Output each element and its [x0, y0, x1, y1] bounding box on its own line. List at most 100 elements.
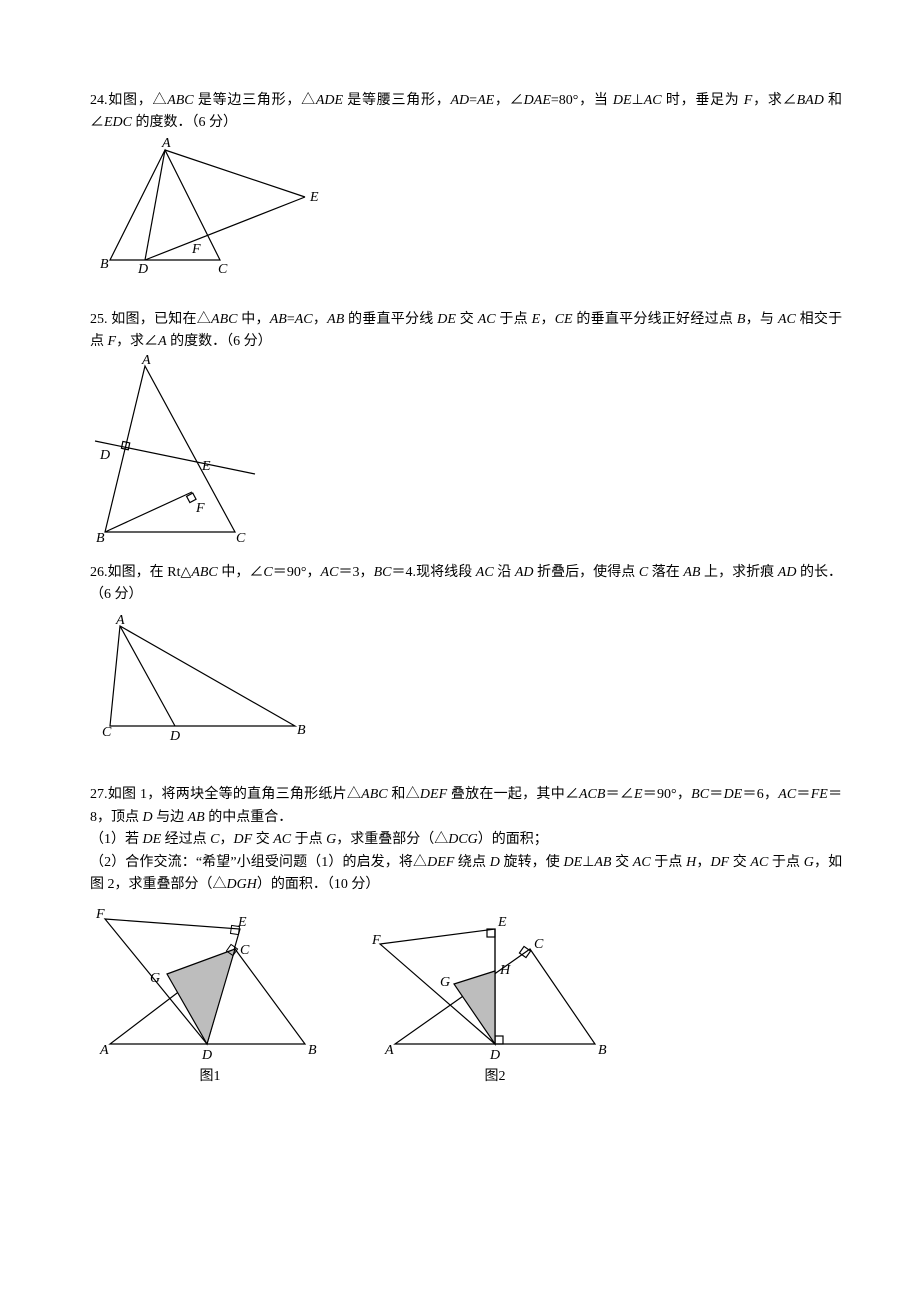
- var: AC: [321, 565, 339, 580]
- caption-27-2: 图2: [370, 1066, 620, 1088]
- label-B: B: [598, 1043, 607, 1058]
- text: ，∠: [494, 93, 523, 108]
- var: AC: [476, 565, 494, 580]
- text: 的垂直平分线正好经过点: [573, 312, 737, 327]
- var: DF: [710, 855, 729, 870]
- label-G: G: [440, 975, 450, 990]
- var: AD: [515, 565, 534, 580]
- text: 是等腰三角形，: [343, 93, 450, 108]
- label-A: A: [384, 1043, 394, 1058]
- text: ，与: [745, 312, 778, 327]
- figure-27-1: A B C D E F G: [90, 904, 330, 1064]
- var: ADE: [316, 93, 343, 108]
- text: 于点: [291, 832, 326, 847]
- var: AE: [477, 93, 494, 108]
- caption-27-1: 图1: [90, 1066, 330, 1088]
- label-A: A: [161, 136, 171, 151]
- text: ＝90°，: [643, 787, 692, 802]
- label-D: D: [169, 729, 180, 744]
- var: EDC: [104, 115, 132, 130]
- var: G: [804, 855, 814, 870]
- label-C: C: [534, 937, 544, 952]
- text: ）的面积．（10 分）: [257, 877, 380, 892]
- text: ，求∠: [752, 93, 796, 108]
- text: ，: [313, 312, 328, 327]
- var: AD: [778, 565, 797, 580]
- text: 的垂直平分线: [344, 312, 437, 327]
- label-B: B: [297, 723, 306, 738]
- var: DEF: [427, 855, 454, 870]
- text: 25. 如图，已知在△: [90, 312, 211, 327]
- text: 上，求折痕: [700, 565, 777, 580]
- text: 24.如图，△: [90, 93, 167, 108]
- var: AC: [750, 855, 768, 870]
- text: ，求重叠部分（△: [336, 832, 448, 847]
- figure-25: A B C D E F: [90, 354, 290, 544]
- var: DAE: [524, 93, 551, 108]
- label-F: F: [95, 907, 105, 922]
- label-D: D: [137, 262, 148, 277]
- stem-26: 26.如图，在 Rt△ABC 中，∠C＝90°，AC＝3，BC＝4.现将线段 A…: [90, 562, 842, 607]
- text: 交: [456, 312, 478, 327]
- label-B: B: [96, 531, 105, 544]
- figure-27-1-wrap: A B C D E F G 图1: [90, 904, 330, 1088]
- problem-24: 24.如图，△ABC 是等边三角形，△ADE 是等腰三角形，AD=AE，∠DAE…: [90, 90, 842, 285]
- problem-25: 25. 如图，已知在△ABC 中，AB=AC，AB 的垂直平分线 DE 交 AC…: [90, 309, 842, 544]
- label-A: A: [141, 354, 151, 368]
- text: ＝: [709, 787, 724, 802]
- var: G: [326, 832, 336, 847]
- problem-26: 26.如图，在 Rt△ABC 中，∠C＝90°，AC＝3，BC＝4.现将线段 A…: [90, 562, 842, 745]
- var: AC: [633, 855, 651, 870]
- text: 的度数．（6 分）: [132, 115, 237, 130]
- label-C: C: [236, 531, 246, 544]
- var: ABC: [211, 312, 237, 327]
- var: DF: [234, 832, 253, 847]
- stem-24: 24.如图，△ABC 是等边三角形，△ADE 是等腰三角形，AD=AE，∠DAE…: [90, 90, 842, 135]
- text: 经过点: [161, 832, 210, 847]
- label-E: E: [201, 459, 211, 474]
- label-C: C: [218, 262, 228, 277]
- figure-pair-27: A B C D E F G 图1: [90, 904, 842, 1088]
- var: H: [686, 855, 696, 870]
- text: 是等边三角形，△: [194, 93, 316, 108]
- figure-27-2: A B C D E F G H: [370, 904, 620, 1064]
- text: 交: [252, 832, 273, 847]
- var: AC: [778, 312, 796, 327]
- text: 中，∠: [218, 565, 264, 580]
- var: FE: [811, 787, 828, 802]
- var: AC: [644, 93, 662, 108]
- var: BC: [691, 787, 709, 802]
- text: 26.如图，在 Rt△: [90, 565, 191, 580]
- text: ＝∠: [605, 787, 634, 802]
- label-F: F: [191, 242, 201, 257]
- var: AC: [478, 312, 496, 327]
- stem-25: 25. 如图，已知在△ABC 中，AB=AC，AB 的垂直平分线 DE 交 AC…: [90, 309, 842, 354]
- var: AC: [778, 787, 796, 802]
- var: ACB: [579, 787, 605, 802]
- var: AC: [295, 312, 313, 327]
- label-A: A: [115, 614, 125, 628]
- text: ⊥: [582, 855, 594, 870]
- var: DE: [437, 312, 456, 327]
- text: 时，垂足为: [662, 93, 744, 108]
- label-F: F: [195, 501, 205, 516]
- var: DE: [613, 93, 632, 108]
- var: ABC: [191, 565, 217, 580]
- text: ＝90°，: [273, 565, 321, 580]
- text: 和△: [388, 787, 420, 802]
- var: DE: [563, 855, 582, 870]
- label-H: H: [499, 963, 511, 978]
- var: AB: [270, 312, 287, 327]
- label-B: B: [100, 257, 109, 272]
- label-D: D: [99, 448, 110, 463]
- text: （1）若: [90, 832, 143, 847]
- label-C: C: [102, 725, 112, 740]
- var: AD: [450, 93, 469, 108]
- text: 的度数．（6 分）: [167, 334, 272, 349]
- label-B: B: [308, 1043, 317, 1058]
- label-E: E: [237, 915, 247, 930]
- var: E: [532, 312, 541, 327]
- text: ，: [540, 312, 555, 327]
- var: AC: [273, 832, 291, 847]
- text: =: [287, 312, 295, 327]
